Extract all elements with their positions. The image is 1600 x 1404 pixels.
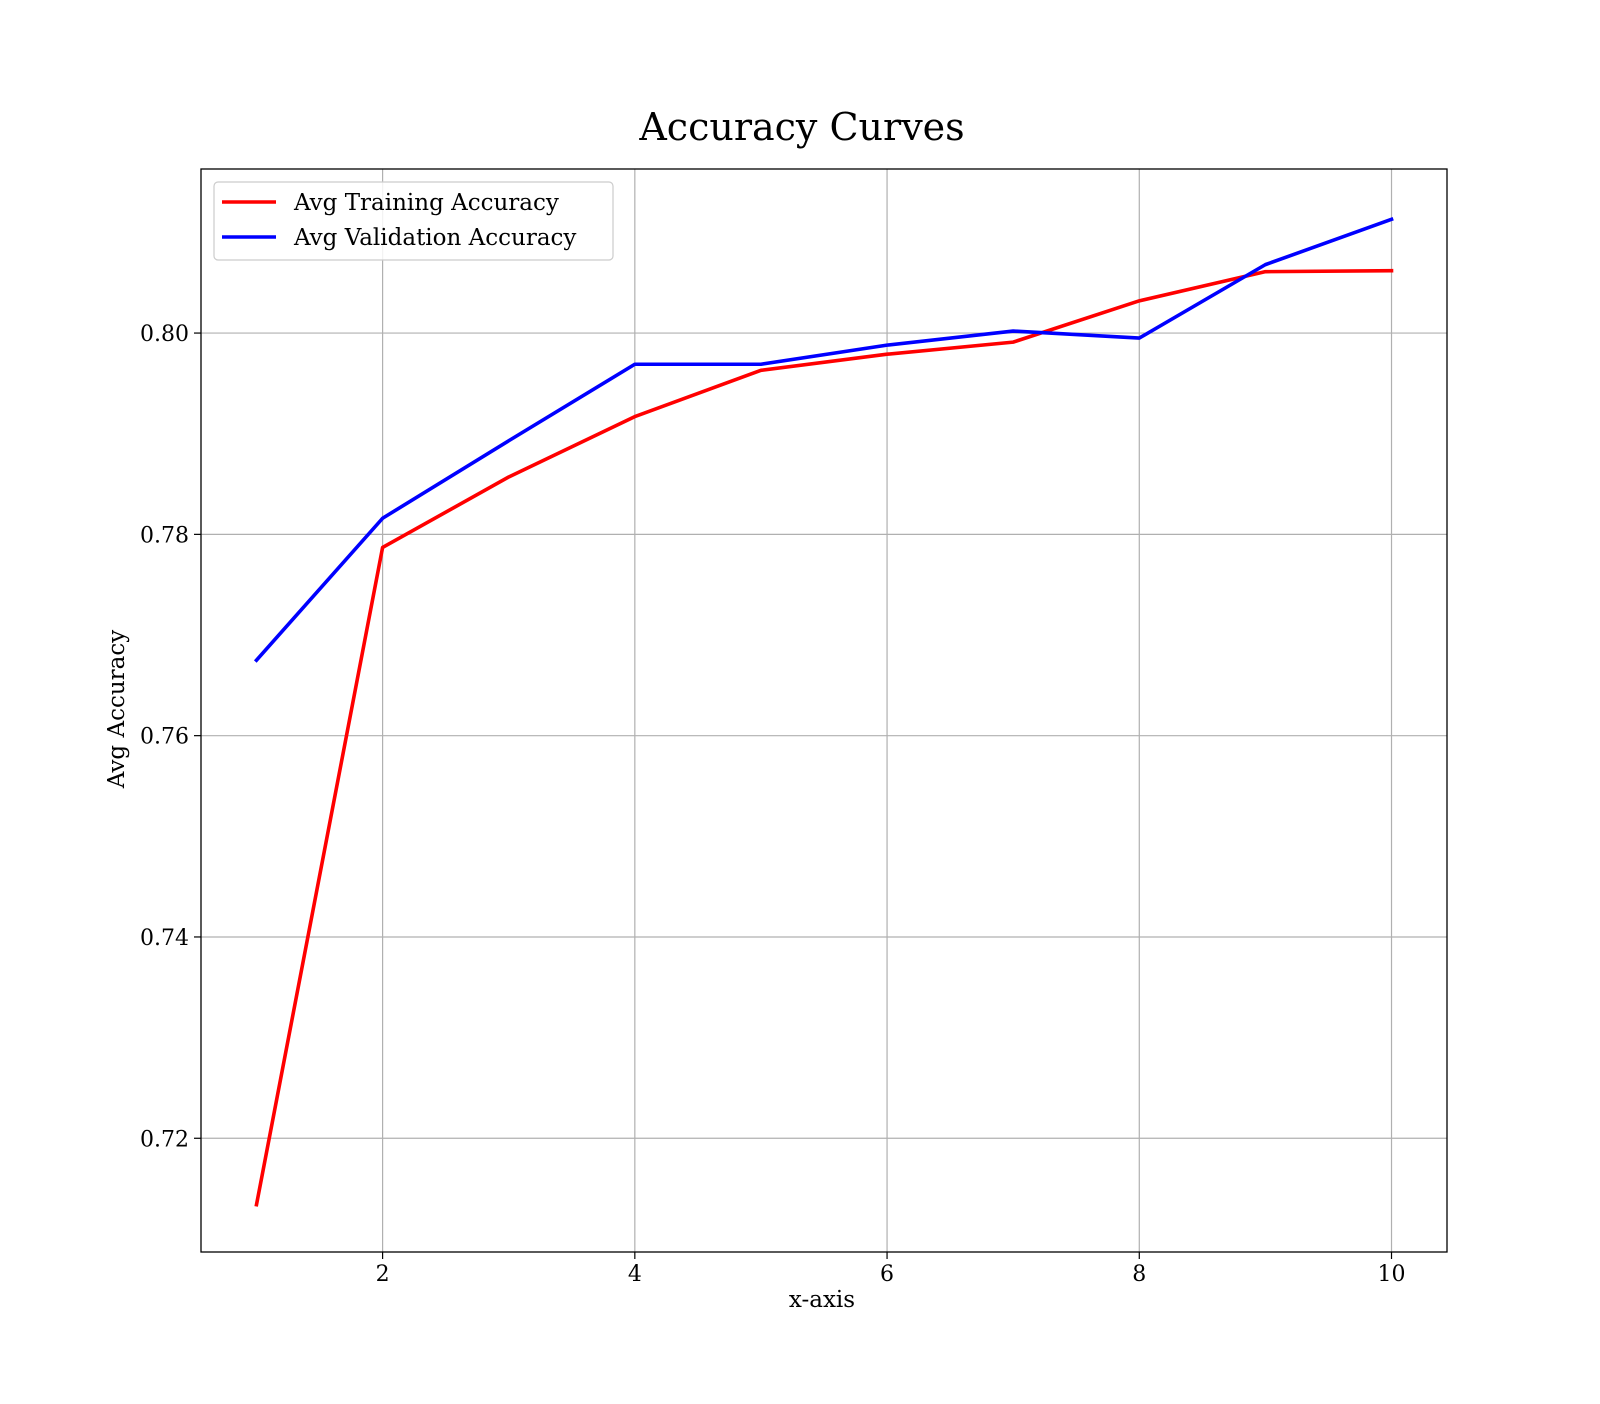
- chart-title: Accuracy Curves: [638, 105, 964, 149]
- y-tick-label: 0.78: [140, 523, 189, 548]
- x-tick-label: 2: [376, 1262, 390, 1287]
- legend-box: [213, 181, 614, 261]
- axes-layer: 2 4 6 8 10 0.72 0.74 0.76 0.78 0.80: [140, 168, 1448, 1287]
- x-tick-label: 8: [1132, 1262, 1146, 1287]
- series-line-2: [253, 217, 1394, 663]
- series-layer: [253, 217, 1394, 1207]
- legend: Avg Training Accuracy Avg Validation Accu…: [213, 181, 614, 261]
- x-tick-label: 10: [1378, 1262, 1406, 1287]
- y-tick-label: 0.72: [140, 1127, 189, 1152]
- legend-label-2: Avg Validation Accuracy: [293, 225, 576, 251]
- y-tick-label: 0.74: [140, 926, 189, 951]
- y-tick-label: 0.76: [140, 725, 189, 750]
- y-axis-label: Avg Accuracy: [104, 630, 130, 789]
- y-tick-label: 0.80: [140, 322, 189, 347]
- x-axis-label: x-axis: [789, 1287, 855, 1313]
- x-tick-label: 6: [880, 1262, 894, 1287]
- series-line-1: [254, 268, 1394, 1207]
- x-tick-label: 4: [628, 1262, 642, 1287]
- plot-frame: [200, 168, 1448, 1253]
- legend-label-1: Avg Training Accuracy: [293, 190, 559, 216]
